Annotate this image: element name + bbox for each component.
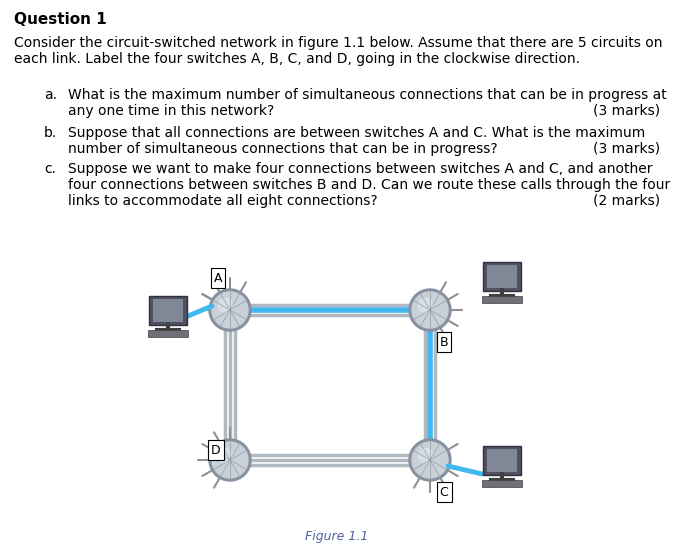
FancyBboxPatch shape (487, 449, 517, 471)
Circle shape (218, 299, 233, 312)
Circle shape (209, 289, 251, 331)
Text: Suppose we want to make four connections between switches A and C, and another: Suppose we want to make four connections… (68, 162, 652, 176)
Circle shape (218, 448, 233, 463)
Text: Figure 1.1: Figure 1.1 (305, 530, 369, 543)
Text: (3 marks): (3 marks) (593, 104, 660, 118)
Text: Question 1: Question 1 (14, 12, 106, 27)
Text: Suppose that all connections are between switches A and C. What is the maximum: Suppose that all connections are between… (68, 126, 645, 140)
Text: What is the maximum number of simultaneous connections that can be in progress a: What is the maximum number of simultaneo… (68, 88, 667, 102)
Circle shape (209, 439, 251, 481)
Text: four connections between switches B and D. Can we route these calls through the : four connections between switches B and … (68, 178, 670, 192)
Text: links to accommodate all eight connections?: links to accommodate all eight connectio… (68, 194, 377, 208)
Text: c.: c. (44, 162, 56, 176)
Circle shape (412, 292, 448, 328)
Circle shape (412, 442, 448, 478)
FancyBboxPatch shape (483, 446, 520, 475)
Text: B: B (439, 335, 448, 349)
Text: a.: a. (44, 88, 57, 102)
Circle shape (212, 442, 248, 478)
FancyBboxPatch shape (483, 262, 520, 291)
Circle shape (212, 292, 248, 328)
Circle shape (419, 448, 433, 463)
Text: D: D (211, 444, 221, 456)
Text: (3 marks): (3 marks) (593, 142, 660, 156)
FancyBboxPatch shape (148, 330, 187, 337)
Circle shape (409, 439, 451, 481)
FancyBboxPatch shape (153, 299, 183, 321)
FancyBboxPatch shape (150, 296, 187, 325)
Text: A: A (214, 271, 222, 285)
Circle shape (409, 289, 451, 331)
Text: any one time in this network?: any one time in this network? (68, 104, 274, 118)
Text: each link. Label the four switches A, B, C, and D, going in the clockwise direct: each link. Label the four switches A, B,… (14, 52, 580, 66)
Text: C: C (439, 485, 448, 499)
FancyBboxPatch shape (483, 480, 522, 486)
Text: number of simultaneous connections that can be in progress?: number of simultaneous connections that … (68, 142, 497, 156)
FancyBboxPatch shape (487, 265, 517, 287)
FancyBboxPatch shape (483, 296, 522, 302)
Circle shape (419, 299, 433, 312)
Text: Consider the circuit-switched network in figure 1.1 below. Assume that there are: Consider the circuit-switched network in… (14, 36, 663, 50)
Text: b.: b. (44, 126, 57, 140)
Text: (2 marks): (2 marks) (593, 194, 660, 208)
